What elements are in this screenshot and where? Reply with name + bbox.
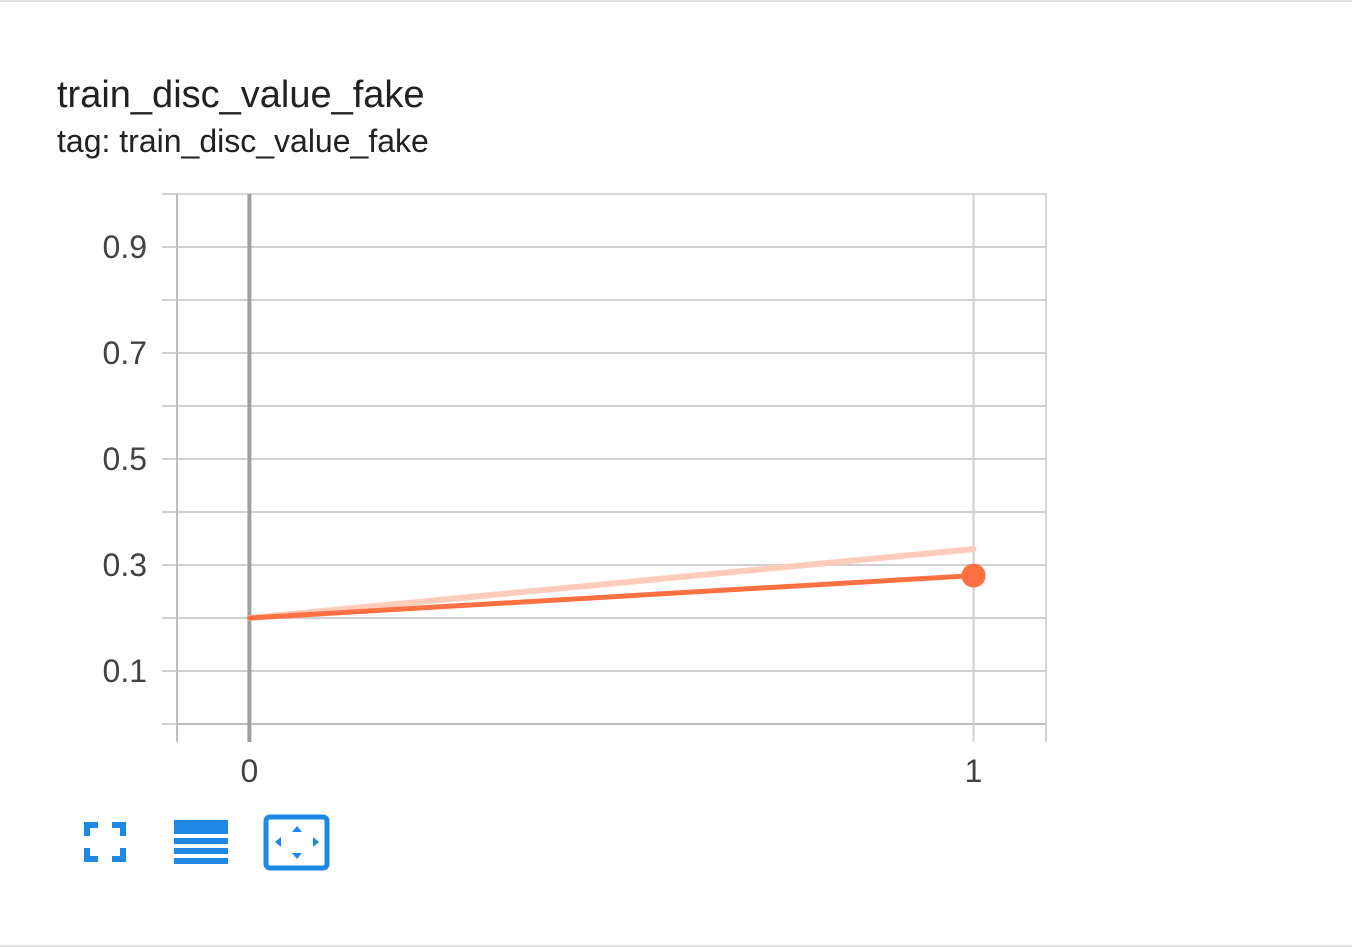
y-tick-label: 0.7 [103,335,147,371]
toggle-log-scale-icon [174,820,228,864]
raw-series-line [246,546,977,621]
fit-domain-button[interactable] [263,814,331,877]
fullscreen-button[interactable] [82,820,128,869]
y-tick-label: 0.3 [103,547,147,583]
chart-subtitle: tag: train_disc_value_fake [57,123,429,159]
y-tick-label: 0.5 [103,441,147,477]
line-chart[interactable]: 0 1 0.1 0.3 0.5 0.7 0.9 [0,2,1352,802]
chart-title: train_disc_value_fake [57,74,425,116]
smoothed-series-line [246,573,977,621]
fit-domain-icon [263,814,330,871]
fullscreen-icon [84,822,126,862]
last-point-marker [961,563,986,588]
y-tick-label: 0.9 [103,229,147,265]
x-tick-label: 0 [241,753,259,789]
log-scale-button[interactable] [172,818,228,873]
x-tick-label: 1 [965,753,983,789]
y-tick-label: 0.1 [103,653,147,689]
